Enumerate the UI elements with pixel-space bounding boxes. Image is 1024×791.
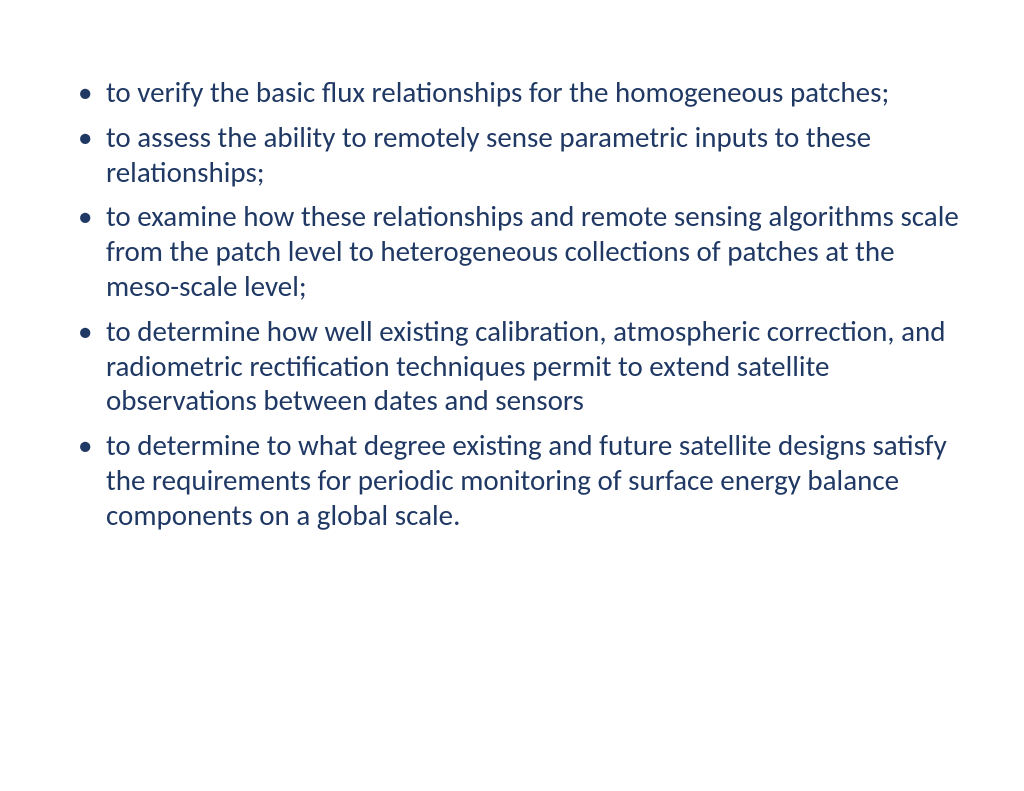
bullet-list: to verify the basic flux relationships f…	[70, 75, 964, 533]
list-item: to assess the ability to remotely sense …	[70, 120, 964, 190]
list-item: to verify the basic flux relationships f…	[70, 75, 964, 110]
list-item: to determine to what degree existing and…	[70, 428, 964, 532]
list-item: to determine how well existing calibrati…	[70, 314, 964, 418]
list-item: to examine how these relationships and r…	[70, 199, 964, 303]
